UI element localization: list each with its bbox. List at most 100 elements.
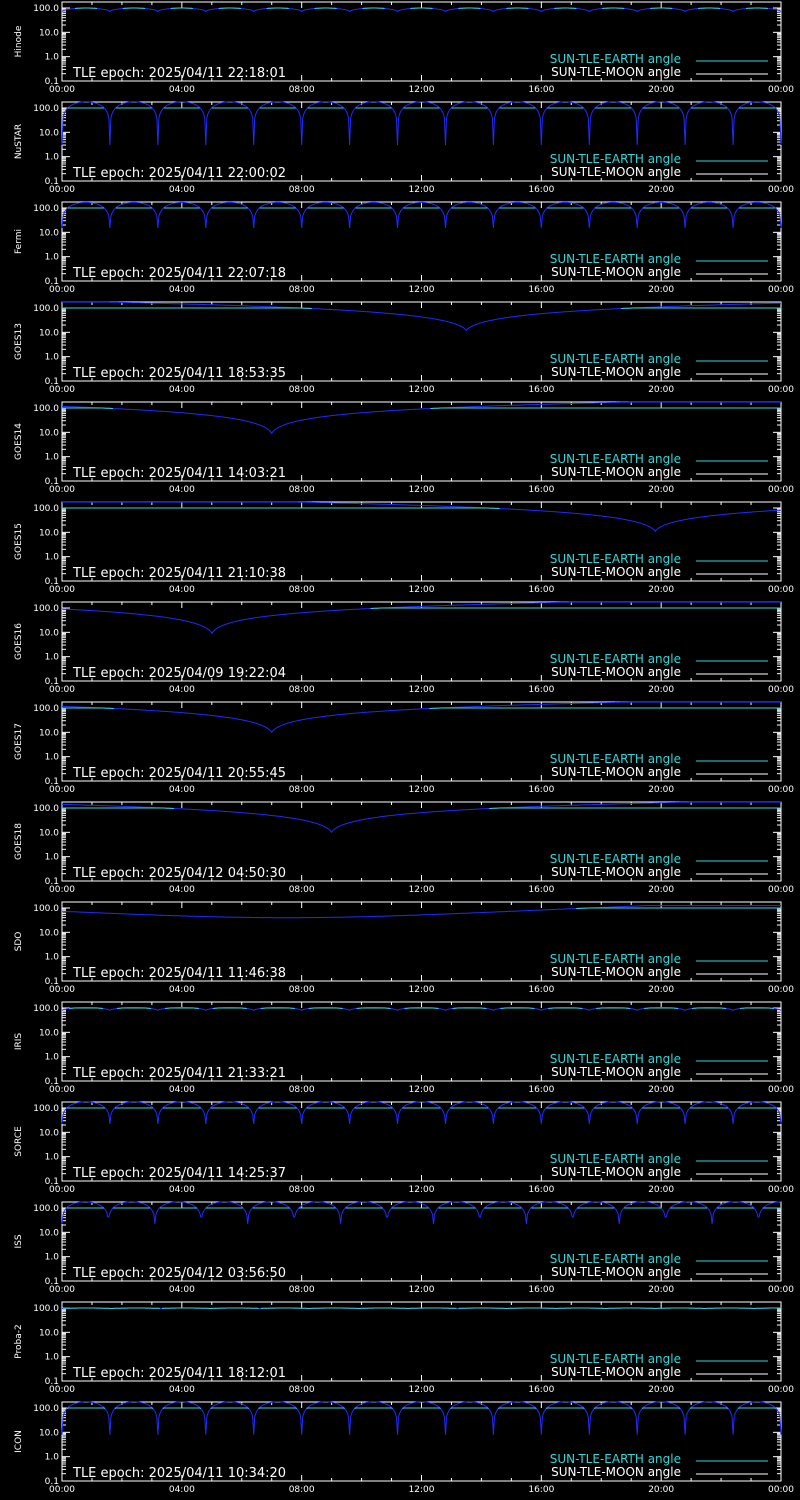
y-tick-label: 1.0 (45, 453, 60, 463)
chart-panel: 0.1 1.0 10.0 100.0 00:00 04:00 08:00 12:00 16:00… (0, 800, 800, 900)
tle-epoch-text: TLE epoch: 2025/04/11 18:53:35 (72, 366, 286, 381)
y-tick-label: 10.0 (39, 328, 59, 338)
angle-curve (61, 1401, 782, 1435)
chart-svg: 0.1 1.0 10.0 100.0 00:00 04:00 08:00 12:00 16:00… (14, 1301, 794, 1395)
x-tick-label: 00:00 (768, 1385, 794, 1395)
chart-svg: 0.1 1.0 10.0 100.0 00:00 04:00 08:00 12:00 16:00… (14, 801, 794, 895)
tle-epoch-text: TLE epoch: 2025/04/11 21:10:38 (72, 566, 286, 581)
x-tick-label: 12:00 (409, 685, 435, 695)
legend-earth-label: SUN-TLE-EARTH angle (550, 1052, 681, 1066)
angle-curve-highlight (66, 1407, 777, 1409)
x-tick-label: 16:00 (528, 785, 554, 795)
x-tick-label: 04:00 (169, 785, 195, 795)
chart-panel: 0.1 1.0 10.0 100.0 00:00 04:00 08:00 12:00 16:00… (0, 300, 800, 400)
x-tick-label: 04:00 (169, 85, 195, 95)
x-tick-label: 16:00 (528, 585, 554, 595)
y-tick-label: 0.1 (45, 777, 59, 787)
y-tick-label: 0.1 (45, 877, 59, 887)
y-tick-label: 10.0 (39, 28, 59, 38)
x-tick-label: 00:00 (49, 185, 75, 195)
y-tick-label: 1.0 (45, 853, 60, 863)
tle-epoch-text: TLE epoch: 2025/04/12 04:50:30 (72, 866, 286, 881)
y-tick-label: 0.1 (45, 1377, 59, 1387)
chart-panel: 0.1 1.0 10.0 100.0 00:00 04:00 08:00 12:00 16:00… (0, 500, 800, 600)
x-tick-label: 12:00 (409, 285, 435, 295)
tle-epoch-text: TLE epoch: 2025/04/11 14:03:21 (72, 466, 286, 481)
y-tick-label: 1.0 (45, 153, 60, 163)
x-tick-label: 00:00 (768, 1185, 794, 1195)
legend-moon-label: SUN-TLE-MOON angle (551, 165, 681, 179)
y-axis-label: ISS (14, 1234, 24, 1248)
y-axis-label: GOES15 (14, 523, 24, 560)
x-tick-label: 00:00 (49, 385, 75, 395)
tle-epoch-text: TLE epoch: 2025/04/11 22:00:02 (72, 166, 286, 181)
angle-curve (61, 1101, 782, 1125)
x-tick-label: 08:00 (289, 185, 315, 195)
x-tick-label: 08:00 (289, 885, 315, 895)
chart-svg: 0.1 1.0 10.0 100.0 00:00 04:00 08:00 12:00 16:00… (14, 1, 794, 95)
y-tick-label: 100.0 (33, 1204, 59, 1214)
y-tick-label: 0.1 (45, 677, 59, 687)
y-tick-label: 10.0 (39, 1128, 59, 1138)
x-tick-label: 08:00 (289, 1085, 315, 1095)
chart-svg: 0.1 1.0 10.0 100.0 00:00 04:00 08:00 12:00 16:00… (14, 401, 794, 495)
angle-curve (61, 7, 782, 13)
x-tick-label: 12:00 (409, 1185, 435, 1195)
y-axis-label: Fermi (14, 229, 24, 254)
x-tick-label: 00:00 (768, 785, 794, 795)
legend-earth-label: SUN-TLE-EARTH angle (550, 1152, 681, 1166)
y-axis-label: GOES16 (14, 623, 24, 660)
x-tick-label: 00:00 (768, 885, 794, 895)
y-tick-label: 1.0 (45, 353, 60, 363)
chart-panel: 0.1 1.0 10.0 100.0 00:00 04:00 08:00 12:00 16:00… (0, 1100, 800, 1200)
x-tick-label: 00:00 (49, 785, 75, 795)
y-axis-label: Proba-2 (14, 1324, 24, 1358)
x-tick-label: 00:00 (768, 1085, 794, 1095)
legend-earth-label: SUN-TLE-EARTH angle (550, 352, 681, 366)
x-tick-label: 04:00 (169, 1185, 195, 1195)
y-tick-label: 0.1 (45, 977, 59, 987)
angle-curve-highlight (62, 507, 500, 509)
x-tick-label: 08:00 (289, 685, 315, 695)
x-tick-label: 20:00 (648, 1485, 674, 1495)
x-tick-label: 20:00 (648, 185, 674, 195)
chart-svg: 0.1 1.0 10.0 100.0 00:00 04:00 08:00 12:00 16:00… (14, 1001, 794, 1095)
y-tick-label: 100.0 (33, 404, 59, 414)
x-tick-label: 16:00 (528, 1285, 554, 1295)
y-axis-label: Hinode (14, 25, 24, 57)
legend-moon-label: SUN-TLE-MOON angle (551, 665, 681, 679)
x-tick-label: 00:00 (49, 1285, 75, 1295)
y-tick-label: 1.0 (45, 1053, 60, 1063)
chart-svg: 0.1 1.0 10.0 100.0 00:00 04:00 08:00 12:00 16:00… (14, 1201, 794, 1295)
angle-curve (62, 501, 782, 533)
x-tick-label: 12:00 (409, 585, 435, 595)
x-tick-label: 00:00 (49, 1085, 75, 1095)
y-tick-label: 1.0 (45, 1353, 60, 1363)
legend-earth-label: SUN-TLE-EARTH angle (550, 452, 681, 466)
x-tick-label: 08:00 (289, 85, 315, 95)
x-tick-label: 04:00 (169, 285, 195, 295)
x-tick-label: 12:00 (409, 185, 435, 195)
legend-moon-label: SUN-TLE-MOON angle (551, 365, 681, 379)
x-tick-label: 00:00 (49, 85, 75, 95)
x-tick-label: 08:00 (289, 585, 315, 595)
chart-panel: 0.1 1.0 10.0 100.0 00:00 04:00 08:00 12:00 16:00… (0, 700, 800, 800)
y-tick-label: 10.0 (39, 1428, 59, 1438)
x-tick-label: 16:00 (528, 485, 554, 495)
y-tick-label: 100.0 (33, 1104, 59, 1114)
y-tick-label: 100.0 (33, 1404, 59, 1414)
y-tick-label: 1.0 (45, 953, 60, 963)
chart-svg: 0.1 1.0 10.0 100.0 00:00 04:00 08:00 12:00 16:00… (14, 1401, 794, 1495)
y-tick-label: 1.0 (45, 553, 60, 563)
x-tick-label: 04:00 (169, 1285, 195, 1295)
chart-svg: 0.1 1.0 10.0 100.0 00:00 04:00 08:00 12:00 16:00… (14, 101, 794, 195)
y-tick-label: 10.0 (39, 928, 59, 938)
legend-moon-label: SUN-TLE-MOON angle (551, 565, 681, 579)
x-tick-label: 16:00 (528, 985, 554, 995)
x-tick-label: 16:00 (528, 285, 554, 295)
x-tick-label: 20:00 (648, 1285, 674, 1295)
x-tick-label: 20:00 (648, 285, 674, 295)
angle-curve-highlight (62, 807, 781, 809)
y-tick-label: 1.0 (45, 1253, 60, 1263)
